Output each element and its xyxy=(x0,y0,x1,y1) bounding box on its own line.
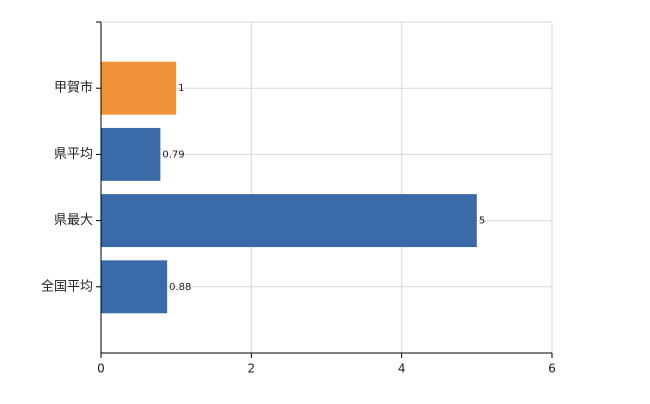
value-label: 0.79 xyxy=(162,149,184,160)
y-tick-label: 県平均 xyxy=(54,147,93,162)
bar xyxy=(101,260,168,314)
y-tick-label: 甲賀市 xyxy=(54,80,93,96)
y-tick-label: 全国平均 xyxy=(41,278,93,294)
bar xyxy=(101,61,177,115)
value-label: 5 xyxy=(479,216,485,227)
x-tick-label: 2 xyxy=(248,362,256,376)
bar xyxy=(101,127,161,181)
bar xyxy=(101,194,477,248)
value-label: 1 xyxy=(178,83,184,94)
value-label: 0.88 xyxy=(169,282,191,293)
x-tick-label: 6 xyxy=(548,362,556,376)
x-tick-label: 0 xyxy=(97,362,105,376)
y-tick-label: 県最大 xyxy=(54,213,93,228)
x-tick-label: 4 xyxy=(398,362,406,376)
